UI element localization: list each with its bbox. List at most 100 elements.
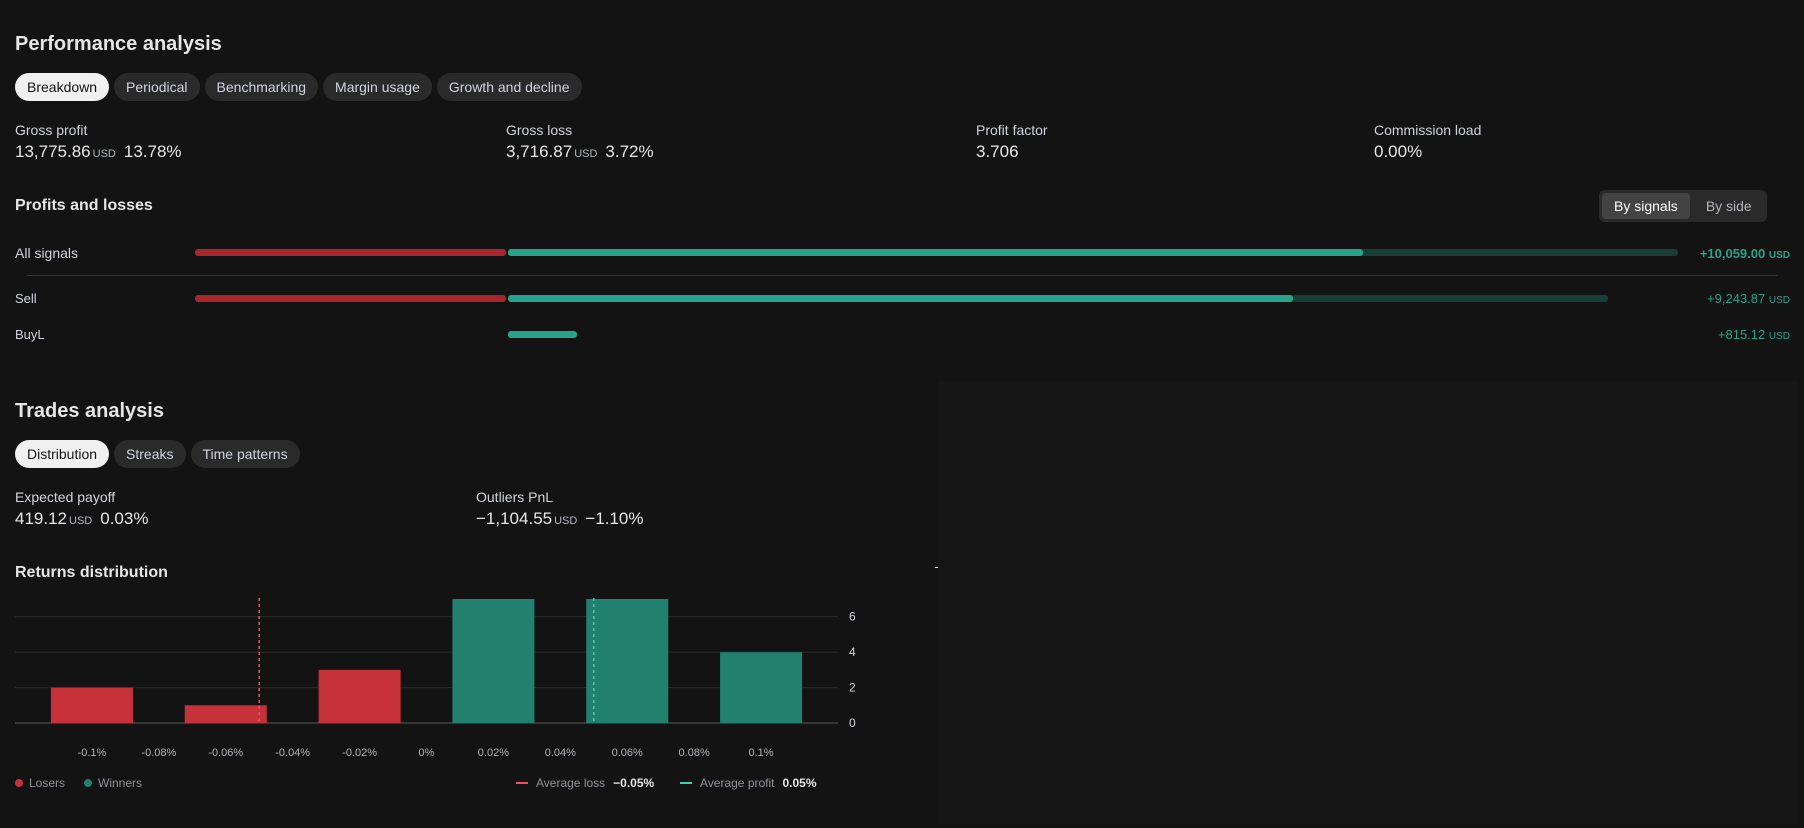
returns-title: Returns distribution [15, 564, 168, 581]
trades-tabs: Distribution Streaks Time patterns [15, 440, 300, 468]
currency: USD [1768, 295, 1790, 306]
x-tick-label: 0.02% [478, 747, 509, 759]
histogram-bar [184, 705, 267, 723]
value: +9,243.87 [1707, 291, 1766, 306]
percent: 13.78% [123, 142, 182, 161]
x-tick-label: -0.04% [275, 747, 310, 759]
histogram-bar [50, 687, 133, 723]
row-divider [27, 275, 1778, 276]
net-profit-bar [508, 295, 1293, 302]
losers-dot [15, 779, 23, 787]
loss-bar [195, 295, 506, 302]
legend-label: Average profit [700, 776, 775, 790]
legend-label: Average loss [536, 776, 606, 790]
currency: USD [554, 515, 578, 527]
tab-periodical[interactable]: Periodical [114, 73, 200, 101]
trades-title: Trades analysis [15, 400, 164, 422]
legend-losers: Losers [15, 776, 65, 790]
stat-label: Gross loss [506, 122, 573, 138]
tab-distribution[interactable]: Distribution [15, 440, 110, 468]
pnl-row-label-all-signals: All signals [15, 245, 79, 261]
dashed-line-icon [680, 782, 692, 784]
value: 3,716.87 [506, 142, 573, 161]
empty-panel [938, 381, 1798, 824]
stat-value: 419.12 USD 0.03% [15, 509, 148, 529]
legend-label: Losers [29, 776, 66, 790]
stat-label: Profit factor [976, 122, 1048, 138]
net-profit-bar [508, 249, 1363, 256]
x-tick-label: 0.1% [749, 747, 774, 759]
stat-value: 13,775.86 USD 13.78% [15, 142, 182, 162]
percent: 0.03% [100, 509, 149, 528]
tab-streaks[interactable]: Streaks [114, 440, 186, 468]
x-tick-label: -0.08% [141, 747, 176, 759]
net-profit-bar [508, 331, 577, 338]
currency: USD [1768, 250, 1790, 261]
dashed-line-icon [516, 782, 528, 784]
y-tick-label: 2 [849, 681, 856, 695]
stat-outliers-pnl: Outliers PnL −1,104.55 USD −1.10% [476, 489, 643, 529]
pnl-value-buyl: +815.12 USD [1718, 327, 1790, 342]
histogram-bar [452, 599, 535, 723]
tab-time-patterns[interactable]: Time patterns [190, 440, 300, 468]
histogram-bar [318, 669, 401, 723]
x-tick-label: -0.06% [208, 747, 243, 759]
legend-average-loss: Average loss −0.05% [516, 776, 654, 790]
average-loss-value: −0.05% [613, 776, 655, 790]
returns-distribution-chart: 0 2 4 6 -0.1% -0.08% -0.06% -0.04% -0.02% 0% 0.02%… [15, 598, 856, 759]
value: +815.12 [1717, 327, 1766, 342]
y-tick-label: 6 [849, 610, 856, 624]
currency: USD [69, 515, 93, 527]
stat-label: Gross profit [15, 122, 88, 138]
tab-growth-and-decline[interactable]: Growth and decline [436, 73, 582, 101]
x-tick-label: 0.08% [679, 747, 710, 759]
currency: USD [574, 148, 598, 160]
value: 13,775.86 [15, 142, 91, 161]
pnl-title: Profits and losses [15, 197, 153, 214]
histogram-bar [720, 652, 803, 723]
x-tick-label: -0.1% [78, 747, 107, 759]
by-side-button[interactable]: By side [1694, 193, 1764, 219]
stat-gross-profit: Gross profit 13,775.86 USD 13.78% [15, 122, 182, 162]
y-tick-label: 0 [849, 716, 856, 730]
loss-bar [195, 249, 506, 256]
tab-benchmarking[interactable]: Benchmarking [204, 73, 319, 101]
percent: −1.10% [585, 509, 644, 528]
stat-value: 3.706 [976, 142, 1019, 161]
tab-margin-usage[interactable]: Margin usage [323, 73, 432, 101]
stat-profit-factor: Profit factor 3.706 [976, 122, 1048, 162]
stat-expected-payoff: Expected payoff 419.12 USD 0.03% [15, 489, 148, 529]
by-signals-button[interactable]: By signals [1602, 193, 1690, 219]
pnl-grouping-toggle: By signals By side [1599, 190, 1767, 222]
currency: USD [92, 148, 116, 160]
stat-label: Commission load [1374, 122, 1482, 138]
x-tick-label: 0.04% [545, 747, 576, 759]
y-tick-label: 4 [849, 645, 856, 659]
percent: 3.72% [605, 142, 654, 161]
average-profit-value: 0.05% [782, 776, 817, 790]
x-tick-label: 0.06% [612, 747, 643, 759]
stat-label: Outliers PnL [476, 489, 554, 505]
value: +10,059.00 [1699, 246, 1766, 261]
legend-label: Winners [98, 776, 143, 790]
performance-title: Performance analysis [15, 33, 222, 55]
stat-commission-load: Commission load 0.00% [1374, 122, 1481, 162]
legend-average-profit: Average profit 0.05% [680, 776, 817, 790]
histogram-bar [586, 599, 669, 723]
stat-gross-loss: Gross loss 3,716.87 USD 3.72% [506, 122, 654, 162]
x-tick-label: 0% [419, 747, 435, 759]
pnl-value-sell: +9,243.87 USD [1707, 291, 1790, 306]
stat-value: −1,104.55 USD −1.10% [476, 509, 643, 529]
value: 419.12 [15, 509, 67, 528]
stat-value: 0.00% [1374, 142, 1423, 161]
pnl-row-label-buyl: BuyL [15, 327, 45, 342]
legend-winners: Winners [84, 776, 142, 790]
tab-breakdown[interactable]: Breakdown [15, 73, 110, 101]
pnl-row-label-sell: Sell [15, 291, 37, 306]
x-tick-label: -0.02% [342, 747, 377, 759]
value: −1,104.55 [476, 509, 553, 528]
winners-dot [84, 779, 92, 787]
pnl-value-all-signals: +10,059.00 USD [1700, 246, 1790, 261]
currency: USD [1768, 331, 1790, 342]
stat-label: Expected payoff [15, 489, 116, 505]
